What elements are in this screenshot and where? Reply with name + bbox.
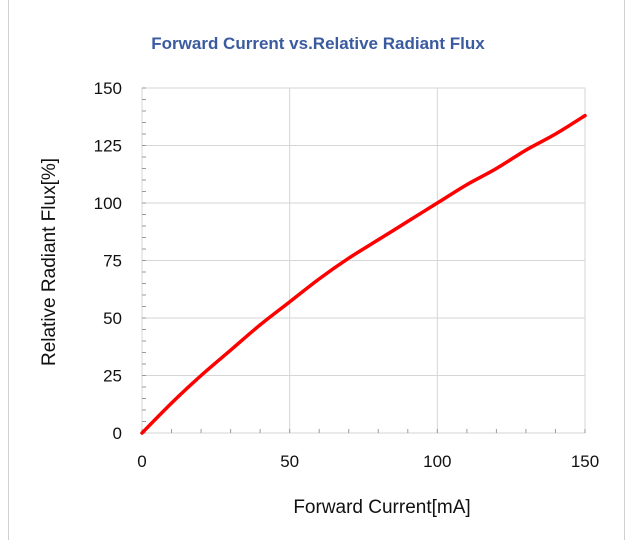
x-tick-label: 0	[137, 452, 146, 471]
y-tick-label: 150	[94, 79, 122, 98]
x-axis-label: Forward Current[mA]	[293, 497, 470, 518]
chart-frame	[8, 0, 625, 540]
y-tick-label: 100	[94, 194, 122, 213]
y-axis-label: Relative Radiant Flux[%]	[39, 158, 60, 366]
chart-title: Forward Current vs.Relative Radiant Flux	[151, 34, 485, 53]
y-tick-labels: 0 25 50 75 100 125 150	[94, 79, 122, 443]
x-tick-label: 50	[280, 452, 299, 471]
y-tick-label: 75	[103, 252, 122, 271]
series-line	[140, 113, 587, 435]
y-tick-label: 0	[113, 424, 122, 443]
y-tick-label: 50	[103, 309, 122, 328]
x-tick-label: 100	[423, 452, 451, 471]
y-tick-label: 125	[94, 137, 122, 156]
y-tick-label: 25	[103, 367, 122, 386]
grid	[141, 87, 586, 434]
minor-ticks	[141, 87, 586, 434]
x-tick-labels: 0 50 100 150	[137, 452, 599, 471]
x-tick-label: 150	[571, 452, 599, 471]
